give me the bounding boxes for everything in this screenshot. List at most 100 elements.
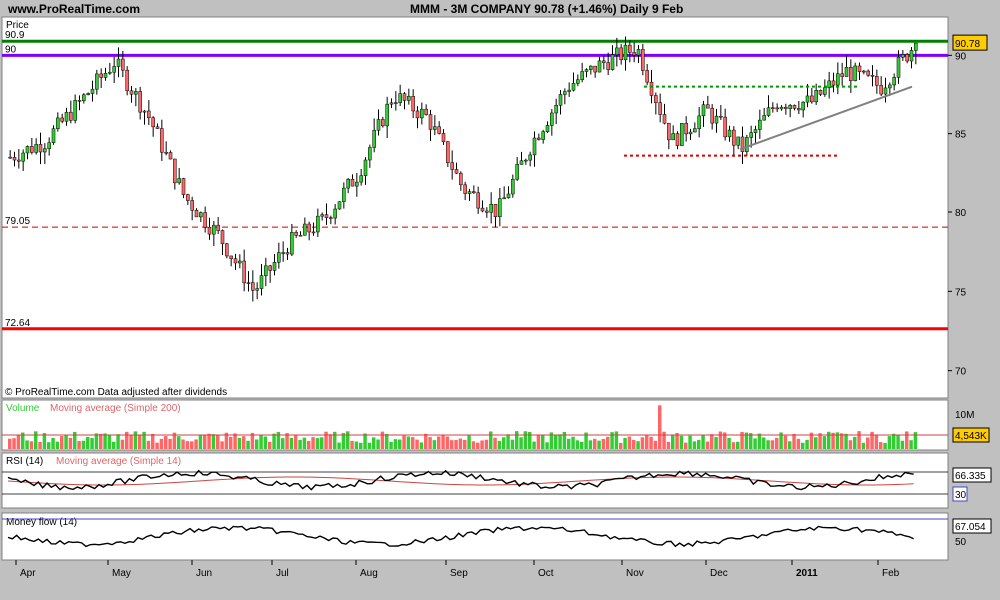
candle [56,117,60,129]
candle [333,208,337,219]
volume-bar [692,441,697,449]
volume-bar [12,438,16,449]
candle [99,73,103,78]
volume-bar [164,436,168,449]
candle [441,133,446,142]
mf-value: 67.054 [955,522,986,533]
candle [519,160,524,165]
candle [489,204,493,213]
candle [21,152,25,162]
candle [342,187,346,202]
volume-bar [363,433,367,449]
volume-bar [883,442,887,449]
candle [398,93,402,103]
volume-bar [723,432,727,449]
volume-bar [90,438,94,449]
candle [272,262,277,271]
candle [38,144,43,153]
candle [446,141,450,163]
volume-bar [515,431,519,449]
candle [389,102,394,105]
candle [47,142,51,149]
candle [693,128,697,133]
volume-bar [619,442,623,449]
candle [73,100,77,121]
candle [8,156,12,159]
x-tick-label: Oct [538,568,554,579]
candle [849,67,853,81]
candle [801,101,805,111]
candle [740,136,745,152]
candle [112,66,116,73]
candle [337,201,342,210]
candle [311,231,316,234]
volume-bar [233,433,237,449]
volume-bar [272,433,276,449]
volume-bar [510,439,515,449]
candle [589,65,593,70]
volume-bar [8,438,12,449]
candle [753,129,758,133]
volume-bar [376,439,380,449]
volume-bar [892,433,896,449]
volume-bar [658,405,662,449]
volume-bar [398,439,402,449]
candle [853,65,857,81]
candle [857,65,862,72]
volume-bar [172,432,177,449]
volume-bar [454,440,458,449]
candle [86,93,90,96]
volume-bar [731,442,736,449]
candle [662,114,667,124]
volume-bar [788,441,792,449]
mf-tick: 50 [955,537,967,548]
volume-bar [94,433,99,449]
volume-bar [281,438,285,449]
candle [537,137,541,140]
volume-bar [861,442,866,449]
volume-bar [142,431,146,449]
volume-bar [848,440,853,449]
volume-bar [255,439,259,449]
volume-bar [753,438,757,449]
volume-bar [146,440,151,449]
volume-bar [645,435,649,449]
candle [294,232,298,236]
candle [229,255,233,259]
rsi-level-box [952,486,968,502]
volume-bar [684,442,688,449]
volume-bar [580,441,584,449]
candle [511,178,515,195]
candle [723,116,727,138]
candle [597,60,602,73]
candle [285,252,290,255]
candle [745,137,749,152]
volume-bar [367,442,372,449]
volume-bar [224,432,229,449]
volume-bar [16,435,21,449]
volume-bar [138,434,142,449]
candle [151,117,155,128]
volume-bar [653,440,658,449]
candle [480,207,485,212]
volume-bar [571,436,575,449]
candle [697,115,701,129]
chart-title: MMM - 3M COMPANY 90.78 (+1.46%) Daily 9 … [410,2,684,16]
candle [736,136,740,146]
candle [541,131,545,140]
candle [593,65,597,73]
volume-bar [588,440,593,449]
candle [277,252,281,263]
volume-bar [211,434,216,449]
volume-bar [913,432,918,449]
rsi-label: RSI (14) [6,456,43,467]
volume-bar [463,439,467,449]
volume-bar [311,437,315,449]
x-tick-label: Apr [20,568,36,579]
volume-bar [99,433,103,449]
candle [550,112,554,126]
volume-bar [29,441,34,449]
volume-bar [593,438,597,449]
volume-bar [896,435,900,449]
candle [303,223,307,236]
